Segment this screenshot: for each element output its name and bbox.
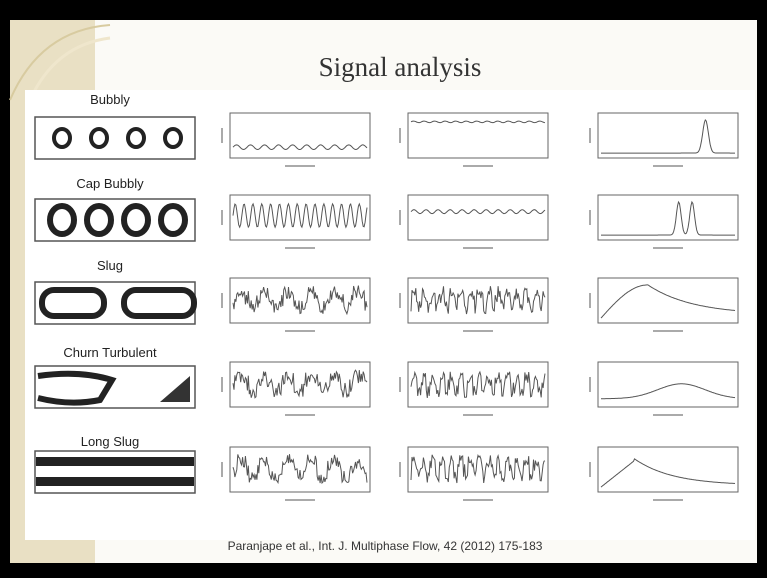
plot-frame <box>230 113 370 158</box>
bubble <box>54 129 70 147</box>
citation: Paranjape et al., Int. J. Multiphase Flo… <box>228 539 543 553</box>
plot-frame <box>598 362 738 407</box>
long-slug <box>36 457 194 466</box>
bubble <box>128 129 144 147</box>
long-slug <box>36 477 194 486</box>
plot-frame <box>598 113 738 158</box>
regime-label: Slug <box>97 258 123 273</box>
bubble <box>91 129 107 147</box>
regime-label: Long Slug <box>81 434 140 449</box>
page: Signal analysis Paranjape et al., Int. J… <box>0 0 767 578</box>
plot-frame <box>598 195 738 240</box>
plot-frame <box>408 278 548 323</box>
bubble <box>124 206 148 234</box>
plot-frame <box>408 447 548 492</box>
slide-title: Signal analysis <box>319 52 482 82</box>
plot-frame <box>408 362 548 407</box>
plot-frame <box>230 447 370 492</box>
regime-label: Churn Turbulent <box>63 345 157 360</box>
plot-frame <box>598 278 738 323</box>
plot-frame <box>230 362 370 407</box>
bubble <box>87 206 111 234</box>
regime-label: Bubbly <box>90 92 130 107</box>
slide-frame: Signal analysis Paranjape et al., Int. J… <box>0 0 767 578</box>
bubble <box>50 206 74 234</box>
bubble <box>161 206 185 234</box>
bubble <box>165 129 181 147</box>
regime-label: Cap Bubbly <box>76 176 144 191</box>
plot-frame <box>408 113 548 158</box>
plot-frame <box>598 447 738 492</box>
plot-frame <box>408 195 548 240</box>
